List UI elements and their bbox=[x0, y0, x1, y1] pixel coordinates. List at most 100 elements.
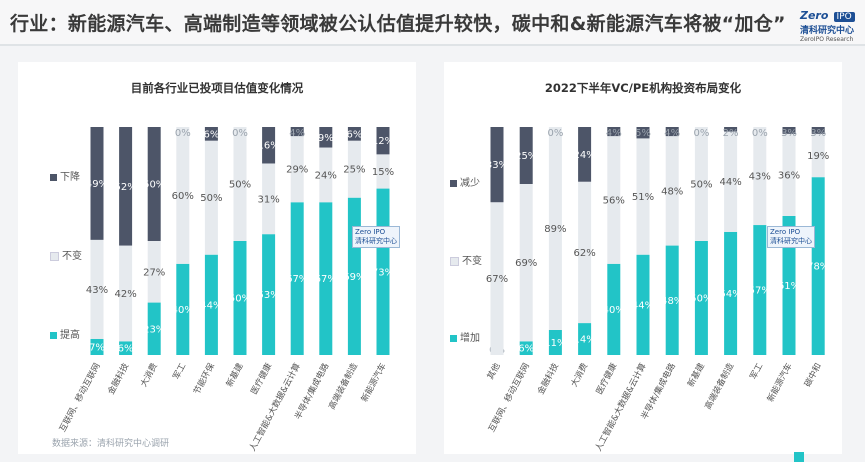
left-chart-title: 目前各行业已投项目估值变化情况 bbox=[130, 81, 304, 95]
bar-label-0-1-6: 31% bbox=[257, 194, 279, 205]
bar-0-1-10 bbox=[376, 154, 390, 189]
bar-label-1-1-5: 51% bbox=[632, 192, 654, 203]
bar-1-2-0 bbox=[490, 127, 504, 203]
bar-label-1-0-5: 44% bbox=[632, 300, 654, 311]
bar-label-1-1-3: 62% bbox=[573, 248, 595, 259]
legend-right-up: 增加 bbox=[450, 329, 480, 344]
bar-1-0-5 bbox=[636, 254, 650, 355]
legend-left-down: 下降 bbox=[50, 168, 80, 183]
legend-label: 提高 bbox=[60, 330, 80, 341]
bar-0-2-8 bbox=[319, 127, 333, 148]
bar-0-1-6 bbox=[262, 163, 276, 235]
bar-1-1-7 bbox=[694, 127, 708, 241]
bar-1-1-6 bbox=[665, 136, 679, 246]
bar-label-0-1-3: 60% bbox=[172, 191, 194, 202]
bar-0-1-8 bbox=[319, 147, 333, 203]
bar-0-0-0 bbox=[90, 338, 104, 355]
bar-0-1-3 bbox=[176, 127, 190, 264]
category-label-1-5: 人工智能&大数据&云计算 bbox=[593, 361, 649, 453]
bar-label-1-0-11: 78% bbox=[807, 262, 829, 273]
bar-label-0-0-3: 40% bbox=[172, 305, 194, 316]
category-label-0-3: 军工 bbox=[172, 361, 189, 381]
bar-label-0-2-5: 0% bbox=[232, 128, 248, 139]
logo-en: ZeroIPO Research bbox=[800, 36, 854, 43]
bar-0-1-1 bbox=[119, 245, 133, 342]
bar-0-0-4 bbox=[204, 254, 218, 355]
bar-label-1-1-4: 56% bbox=[603, 195, 625, 206]
legend-label: 不变 bbox=[62, 251, 82, 262]
bar-label-0-0-10: 73% bbox=[372, 267, 394, 278]
bar-1-1-10 bbox=[782, 133, 796, 216]
bar-label-0-0-4: 44% bbox=[200, 300, 222, 311]
legend-label: 下降 bbox=[60, 172, 80, 183]
header-bar: 行业：新能源汽车、高端制造等领域被公认估值提升较快，碳中和&新能源汽车将被“加仓… bbox=[0, 0, 865, 44]
bar-1-1-5 bbox=[636, 138, 650, 255]
bar-label-1-2-9: 0% bbox=[752, 128, 768, 139]
bar-label-0-0-0: 7% bbox=[89, 342, 105, 353]
category-label-1-8: 高端装备制造 bbox=[703, 361, 737, 412]
bar-label-1-0-3: 14% bbox=[573, 335, 595, 346]
bar-label-1-2-8: 2% bbox=[723, 128, 739, 139]
bar-0-0-3 bbox=[176, 263, 190, 355]
bar-label-1-2-11: 3% bbox=[810, 128, 826, 139]
bar-0-2-4 bbox=[204, 127, 218, 141]
bar-1-0-4 bbox=[607, 263, 621, 355]
bar-1-0-2 bbox=[548, 329, 562, 355]
bar-label-0-0-1: 6% bbox=[118, 344, 134, 355]
bar-label-0-1-7: 29% bbox=[286, 165, 308, 176]
bar-1-0-7 bbox=[694, 241, 708, 355]
watermark-line2: 清科研究中心 bbox=[770, 237, 812, 245]
bar-label-0-0-2: 23% bbox=[143, 324, 165, 335]
category-label-0-7: 人工智能&大数据&云计算 bbox=[247, 361, 303, 453]
watermark-line1: Zero IPO bbox=[355, 228, 386, 236]
category-label-0-4: 节能环保 bbox=[191, 361, 217, 397]
bar-1-0-3 bbox=[578, 323, 592, 355]
category-label-1-10: 新能源汽车 bbox=[765, 361, 795, 404]
bar-label-0-2-2: 50% bbox=[143, 180, 165, 191]
bar-0-2-6 bbox=[262, 127, 276, 164]
bar-0-2-0 bbox=[90, 127, 104, 240]
bar-label-0-0-8: 67% bbox=[315, 274, 337, 285]
bar-label-0-0-6: 53% bbox=[257, 290, 279, 301]
header-divider bbox=[0, 44, 865, 46]
bar-1-1-9 bbox=[753, 127, 767, 226]
bar-label-1-1-6: 48% bbox=[661, 186, 683, 197]
bar-0-0-5 bbox=[233, 241, 247, 355]
legend-left-up: 提高 bbox=[50, 326, 80, 341]
bar-0-0-6 bbox=[262, 234, 276, 355]
bar-0-1-5 bbox=[233, 127, 247, 241]
watermark-line2: 清科研究中心 bbox=[355, 237, 397, 245]
bar-0-1-7 bbox=[290, 136, 304, 203]
bar-label-1-1-2: 89% bbox=[544, 224, 566, 235]
page-title: 行业：新能源汽车、高端制造等领域被公认估值提升较快，碳中和&新能源汽车将被“加仓… bbox=[10, 13, 786, 35]
category-label-1-0: 其他 bbox=[485, 361, 503, 382]
bar-0-0-1 bbox=[119, 341, 133, 355]
legend-label: 减少 bbox=[460, 178, 480, 189]
logo-zero-text: Zero bbox=[800, 9, 829, 22]
watermark-left: Zero IPO 清科研究中心 bbox=[352, 226, 400, 248]
legend-swatch-same bbox=[50, 251, 59, 261]
bar-1-0-11 bbox=[811, 177, 825, 355]
bar-label-1-1-0: 67% bbox=[486, 274, 508, 285]
bar-label-0-2-1: 52% bbox=[114, 182, 136, 193]
bar-1-0-10 bbox=[782, 215, 796, 355]
category-label-1-2: 金融科技 bbox=[535, 361, 561, 397]
bar-label-0-2-10: 12% bbox=[372, 136, 394, 147]
bar-0-2-10 bbox=[376, 127, 390, 155]
category-label-1-11: 碳中和 bbox=[802, 361, 824, 389]
bar-label-0-2-6: 16% bbox=[257, 141, 279, 152]
bar-0-1-4 bbox=[204, 140, 218, 255]
category-label-1-4: 医疗健康 bbox=[594, 361, 620, 397]
category-label-0-0: 互联网、移动互联网 bbox=[57, 361, 103, 434]
bar-0-0-7 bbox=[290, 202, 304, 355]
bar-label-1-0-4: 40% bbox=[603, 305, 625, 316]
bar-label-1-1-7: 50% bbox=[690, 180, 712, 191]
bar-1-1-2 bbox=[548, 127, 562, 330]
category-label-0-1: 金融科技 bbox=[106, 361, 132, 397]
bar-1-0-6 bbox=[665, 245, 679, 355]
bar-label-1-0-2: 11% bbox=[544, 338, 566, 349]
bar-label-0-2-0: 49% bbox=[86, 179, 108, 190]
category-label-0-9: 高端装备制造 bbox=[326, 361, 360, 412]
bar-1-2-3 bbox=[578, 127, 592, 182]
